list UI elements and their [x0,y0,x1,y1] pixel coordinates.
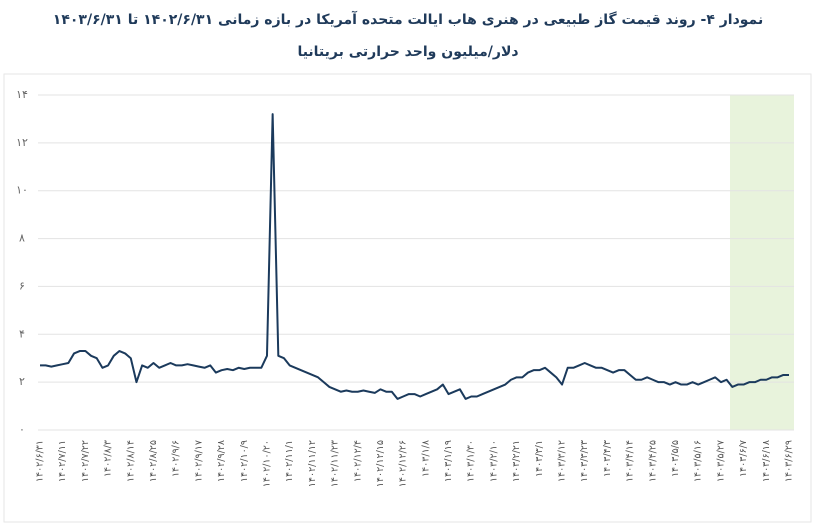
x-tick-label: ۱۴۰۲/۸/۳ [103,440,114,477]
y-tick-label: ۴ [19,327,25,340]
x-tick-label: ۱۴۰۲/۱۲/۲۶ [398,440,409,487]
x-tick-label: ۱۴۰۳/۶/۲۹ [784,440,795,482]
y-tick-label: ۶ [19,279,25,292]
x-tick-label: ۱۴۰۳/۴/۱۴ [625,440,636,482]
x-tick-label: ۱۴۰۳/۳/۱۲ [557,440,568,482]
x-tick-label: ۱۴۰۳/۶/۱۸ [761,440,772,482]
y-tick-label: ۰ [19,423,25,436]
y-tick-label: ۱۰ [16,184,28,197]
x-tick-label: ۱۴۰۲/۱۱/۱۲ [307,440,318,487]
y-tick-label: ۱۴ [16,88,28,101]
x-tick-label: ۱۴۰۲/۹/۱۷ [193,440,204,482]
x-tick-label: ۱۴۰۲/۱۰/۲۰ [261,440,272,487]
x-tick-label: ۱۴۰۲/۶/۳۱ [35,440,46,482]
chart-title: نمودار ۴- روند قیمت گاز طبیعی در هنری ها… [53,10,763,28]
x-tick-label: ۱۴۰۲/۹/۶ [171,440,182,477]
y-tick-label: ۲ [19,375,25,388]
x-tick-label: ۱۴۰۲/۸/۲۵ [148,440,159,482]
chart-frame [3,73,812,523]
x-tick-label: ۱۴۰۳/۳/۱ [534,440,545,477]
x-tick-label: ۱۴۰۳/۲/۱۰ [488,440,499,482]
x-tick-label: ۱۴۰۳/۲/۲۱ [511,440,522,482]
x-tick-label: ۱۴۰۲/۹/۲۸ [216,440,227,482]
y-tick-label: ۱۲ [16,136,28,149]
x-tick-label: ۱۴۰۳/۳/۲۳ [579,440,590,482]
x-tick-label: ۱۴۰۲/۷/۲۲ [80,440,91,482]
line-series [40,113,789,400]
x-tick-label: ۱۴۰۲/۱۱/۱ [284,440,295,482]
x-tick-label: ۱۴۰۳/۴/۳ [602,440,613,477]
chart-subtitle: دلار/میلیون واحد حرارتی بریتانیا [297,44,518,60]
x-tick-label: ۱۴۰۲/۱۰/۹ [239,440,250,482]
x-tick-label: ۱۴۰۲/۱۲/۱۵ [375,440,386,487]
x-tick-label: ۱۴۰۲/۸/۱۴ [125,440,136,482]
x-tick-label: ۱۴۰۳/۴/۲۵ [647,440,658,482]
x-tick-label: ۱۴۰۳/۶/۷ [738,440,749,477]
x-tick-label: ۱۴۰۳/۵/۲۷ [715,440,726,482]
x-tick-label: ۱۴۰۲/۱۲/۴ [352,440,363,482]
x-tick-label: ۱۴۰۳/۱/۸ [420,440,431,477]
x-tick-label: ۱۴۰۳/۱/۱۹ [443,440,454,482]
x-tick-label: ۱۴۰۲/۱۱/۲۳ [330,440,341,487]
x-tick-label: ۱۴۰۳/۵/۵ [670,440,681,477]
x-tick-label: ۱۴۰۳/۱/۳۰ [466,440,477,482]
x-tick-label: ۱۴۰۳/۵/۱۶ [693,440,704,482]
y-tick-label: ۸ [19,232,25,245]
x-tick-label: ۱۴۰۲/۷/۱۱ [57,440,68,482]
